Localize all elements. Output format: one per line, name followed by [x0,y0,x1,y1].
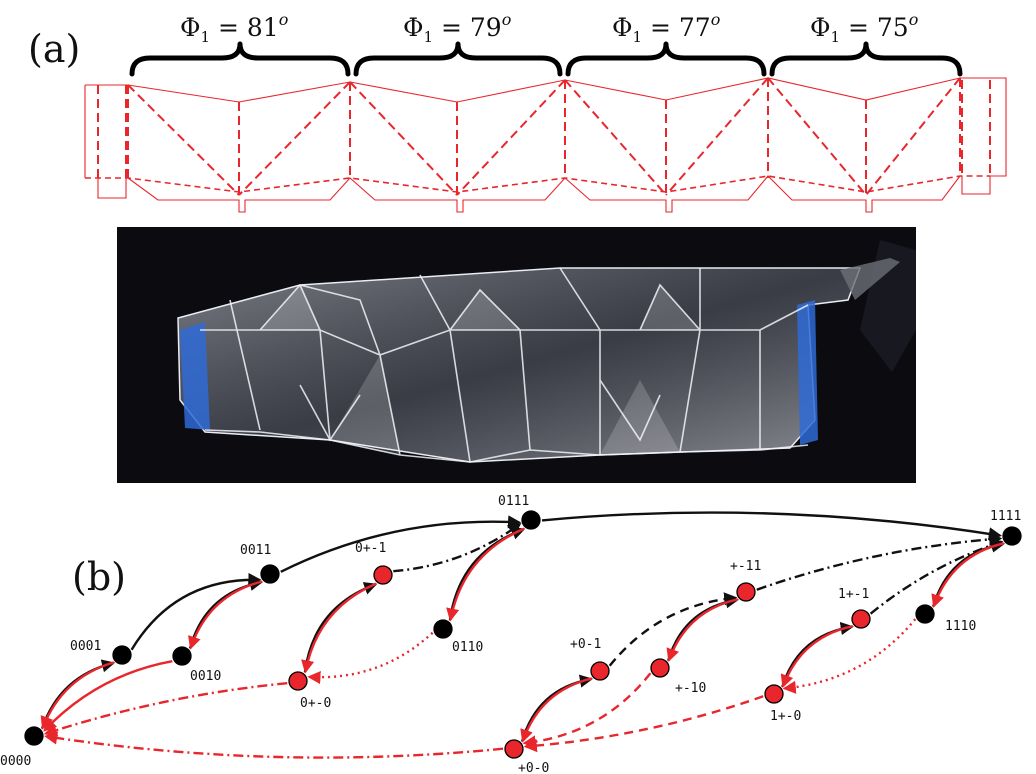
state-node-1pm1 [851,609,871,629]
panel-b: (b) 0000 0001 0010 0011 0+-1 0+-0 0110 0111 +0-1… [0,494,1022,774]
state-label-pm10: +-10 [675,681,706,696]
crease-diagonal [456,79,566,196]
edge-pm11-to-1111 [756,532,1003,591]
crease-right-edge [990,77,1007,177]
edge-0010-to-0011 [188,577,264,649]
edge-0001-to-0011 [130,572,262,651]
edge-0001-to-0000 [40,661,115,730]
state-node-0001 [112,645,132,665]
edge-0p_m0-to-0p_m1 [303,582,378,673]
state-label-1110: 1110 [945,619,976,634]
state-label-0010: 0010 [190,669,221,684]
edge-0000-to-0001 [40,659,116,729]
edge-0p_m0-to-0000 [43,682,288,737]
edge-1pm0-to-1pm1 [781,622,854,688]
crease-diagonal [349,81,458,196]
state-label-0p_m0: 0+-0 [300,696,331,711]
angle-label-segment-3: Φ1 = 77o [612,10,720,46]
edge-pm11-to-pm10 [666,598,739,662]
edge-pm10-to-pm11 [667,595,739,662]
edge-pm10-to-p0m0 [522,672,652,749]
transition-edges [40,511,1006,759]
state-node-0010 [172,646,192,666]
state-label-0001: 0001 [70,639,101,654]
state-node-0111 [521,510,541,530]
edge-1pm1-to-1pm0 [780,625,853,689]
angle-label-segment-4: Φ1 = 75o [810,10,918,46]
crease-left-tab [97,178,127,199]
crease-diagonal [865,77,961,196]
angle-label-segment-1: Φ1 = 81o [180,10,288,46]
angle-labels: Φ1 = 81o Φ1 = 79o Φ1 = 77o Φ1 = 75o [180,10,918,46]
state-label-1pm0: 1+-0 [770,709,801,724]
state-label-0110: 0110 [452,640,483,655]
state-node-0p_m1 [373,565,393,585]
tape-left [180,322,210,430]
edge-1111-to-1110 [931,542,1005,608]
state-label-1111: 1111 [990,509,1021,524]
edge-p0m0-to-0000 [44,731,504,759]
state-label-p0m1: +0-1 [570,637,601,652]
edge-0111-to-1111 [541,511,1002,541]
state-node-1111 [1002,526,1022,546]
brace-segment-4 [769,41,963,77]
edge-0111-to-0110 [446,527,525,622]
folded-sheet [177,258,900,463]
crease-diagonal [238,81,351,196]
edge-p0m0-to-p0m1 [520,674,594,742]
edge-1110-to-1pm0 [782,618,917,694]
state-node-0000 [24,726,44,746]
crease-diagonal [767,77,867,196]
state-label-pm11: +-11 [730,559,761,574]
state-node-p0m1 [590,661,610,681]
panel-b-label: (b) [72,555,126,599]
state-node-0p_m0 [288,671,308,691]
tape-right [797,300,818,445]
crease-right-tab [961,176,991,195]
state-node-1pm0 [764,684,784,704]
panel-a-label: (a) [28,27,80,71]
edge-0010-to-0000 [43,660,173,732]
brace-segment-3 [565,41,767,77]
edge-0p_m1-to-0p_m0 [301,582,377,674]
state-node-pm10 [650,658,670,678]
crease-diagonal [127,84,240,196]
model-photo [117,227,916,483]
crease-pattern [84,77,1007,213]
crease-top-edge [85,77,990,103]
edge-0110-to-0p_m0 [307,631,434,685]
crease-diagonal [665,77,769,196]
state-node-0110 [433,619,453,639]
edge-0011-to-0010 [188,580,263,650]
state-node-0011 [260,564,280,584]
edge-0011-to-0111 [280,515,522,573]
edge-1pm1-to-1111 [869,539,1004,615]
edge-p0m1-to-p0m0 [520,677,593,743]
state-node-pm11 [736,582,756,602]
state-label-1pm1: 1+-1 [838,587,869,602]
state-label-0p_m1: 0+-1 [355,541,386,556]
edge-p0m1-to-pm11 [608,592,738,667]
state-label-0000: 0000 [0,754,31,769]
angle-braces [129,41,963,77]
brace-segment-2 [353,41,563,77]
edge-1pm0-to-p0m0 [523,695,764,753]
state-label-0111: 0111 [498,494,529,509]
edge-0110-to-0111 [448,526,526,621]
crease-diagonal [564,79,667,196]
state-label-0011: 0011 [240,543,271,558]
state-node-p0m0 [504,739,524,759]
state-nodes: 0000 0001 0010 0011 0+-1 0+-0 0110 0111 +0-1 +0-0… [0,494,1022,774]
angle-label-segment-2: Φ1 = 79o [403,10,511,46]
state-label-p0m0: +0-0 [518,761,549,774]
edge-0p_m1-to-0111 [393,523,522,573]
panel-a: (a) Φ1 = 81o Φ1 = 79o Φ1 = 77o Φ1 = 75o [28,10,1007,483]
crease-bottom-edge [127,175,961,213]
brace-segment-1 [129,41,351,77]
state-node-1110 [915,604,935,624]
crease-mid-line [85,175,990,193]
